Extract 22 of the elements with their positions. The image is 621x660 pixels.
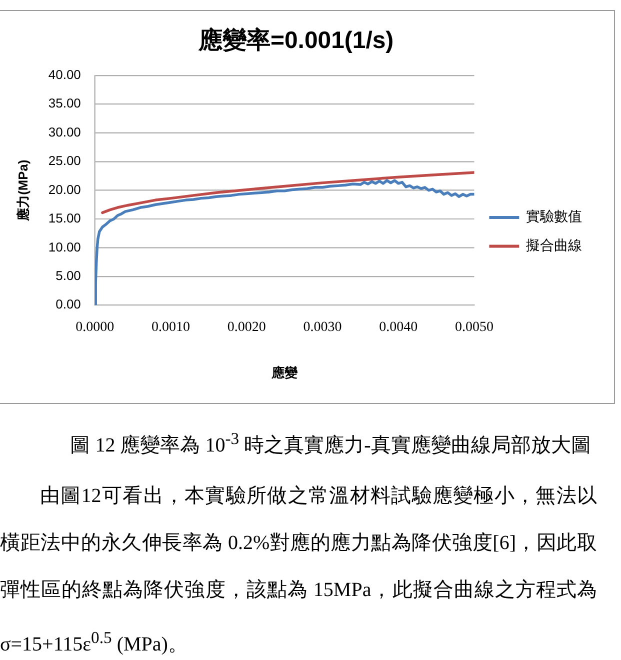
y-tick-label: 10.00 <box>48 239 81 254</box>
x-tick-label: 0.0030 <box>303 320 342 336</box>
chart-title: 應變率=0.001(1/s) <box>197 26 394 54</box>
legend-label: 實驗數值 <box>526 209 582 226</box>
y-tick-label: 5.00 <box>56 268 81 283</box>
x-tick-label: 0.0020 <box>227 320 266 336</box>
caption: 圖 12 應變率為 10$^{-3}$ 時之真實應力-真實應變曲線局部放大圖 <box>69 428 592 459</box>
y-tick-label: 15.00 <box>48 210 81 226</box>
text: 由圖12可看出，本實驗所做之常溫材料試驗應變極小，無法以橫距法中的永久伸長率為 0.2%對應的應力點為降伏強度[6]，因此取彈性區的終點為降伏強度，該點為 15MPa，此擬合曲線之方程式為 σ=15+115ε$^{0.5}$ (MPa)。 <box>0 484 597 656</box>
y-axis-title: 應力(MPa) <box>15 160 30 222</box>
y-tick-label: 30.00 <box>48 124 81 140</box>
y-tick-label: 0.00 <box>56 296 81 312</box>
x-tick-label: 0.0040 <box>379 320 418 336</box>
x-tick-label: 0.0010 <box>152 320 190 336</box>
x-axis-title: 應變 <box>270 364 299 380</box>
y-tick-label: 40.00 <box>48 67 81 82</box>
x-tick-label: 0.0000 <box>76 320 114 336</box>
y-tick-label: 25.00 <box>48 153 81 168</box>
y-tick-label: 35.00 <box>48 96 81 111</box>
legend-label: 擬合曲線 <box>526 238 582 254</box>
x-tick-label: 0.0050 <box>455 320 494 336</box>
y-tick-label: 20.00 <box>48 182 81 197</box>
